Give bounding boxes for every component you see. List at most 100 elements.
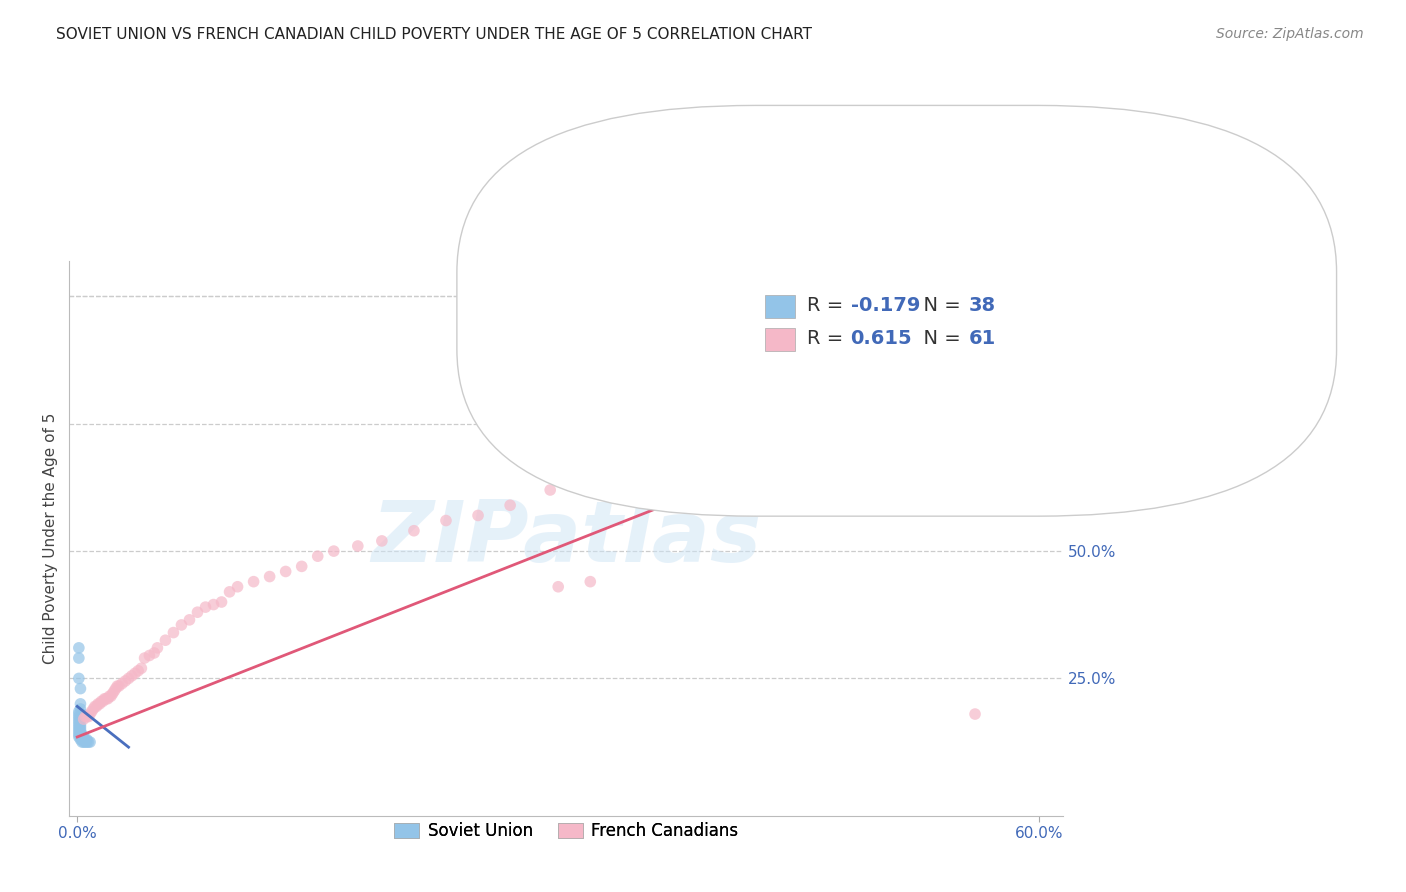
Point bbox=[67, 723, 90, 737]
Point bbox=[104, 681, 127, 696]
Text: 61: 61 bbox=[969, 329, 995, 348]
Text: R =: R = bbox=[807, 296, 849, 315]
Point bbox=[143, 646, 166, 660]
Point bbox=[307, 549, 329, 564]
Point bbox=[73, 732, 96, 747]
Point bbox=[67, 724, 90, 739]
Point bbox=[69, 702, 91, 716]
Point bbox=[77, 709, 100, 723]
Bar bbox=[765, 295, 794, 318]
Point bbox=[179, 613, 201, 627]
Point bbox=[67, 714, 90, 729]
Point bbox=[100, 690, 122, 704]
Point bbox=[675, 452, 697, 467]
Point bbox=[963, 707, 986, 722]
Point bbox=[131, 661, 153, 675]
Point bbox=[202, 598, 225, 612]
Text: Source: ZipAtlas.com: Source: ZipAtlas.com bbox=[1216, 27, 1364, 41]
Point bbox=[117, 672, 139, 686]
Point bbox=[69, 724, 91, 739]
Point bbox=[82, 702, 104, 716]
Point bbox=[259, 569, 281, 583]
Point bbox=[67, 712, 90, 726]
Point bbox=[67, 717, 90, 731]
Point bbox=[75, 735, 97, 749]
Point bbox=[162, 625, 184, 640]
Point bbox=[186, 605, 208, 619]
Point bbox=[138, 648, 160, 663]
Bar bbox=[765, 328, 794, 351]
Point bbox=[322, 544, 344, 558]
Point bbox=[94, 691, 117, 706]
Point bbox=[105, 679, 128, 693]
Text: SOVIET UNION VS FRENCH CANADIAN CHILD POVERTY UNDER THE AGE OF 5 CORRELATION CHA: SOVIET UNION VS FRENCH CANADIAN CHILD PO… bbox=[56, 27, 813, 42]
Point bbox=[67, 709, 90, 723]
Point bbox=[67, 651, 90, 665]
Point bbox=[69, 727, 91, 741]
Point bbox=[291, 559, 314, 574]
Point bbox=[97, 691, 120, 706]
Point bbox=[547, 580, 569, 594]
Point bbox=[67, 707, 90, 722]
Text: R =: R = bbox=[807, 329, 855, 348]
Point bbox=[467, 508, 489, 523]
Point bbox=[75, 709, 97, 723]
Point bbox=[402, 524, 425, 538]
Point bbox=[89, 697, 111, 711]
Point bbox=[75, 732, 97, 747]
Point bbox=[87, 697, 110, 711]
Point bbox=[579, 574, 602, 589]
Point bbox=[740, 396, 762, 410]
Point bbox=[67, 672, 90, 686]
Y-axis label: Child Poverty Under the Age of 5: Child Poverty Under the Age of 5 bbox=[44, 413, 58, 664]
Point bbox=[170, 618, 193, 632]
Point bbox=[226, 580, 249, 594]
Point bbox=[67, 727, 90, 741]
Point bbox=[803, 392, 825, 406]
Point bbox=[77, 735, 100, 749]
Text: N =: N = bbox=[911, 296, 967, 315]
Text: N =: N = bbox=[911, 329, 967, 348]
Point bbox=[70, 727, 93, 741]
FancyBboxPatch shape bbox=[457, 105, 1337, 516]
Point bbox=[627, 462, 650, 476]
Point bbox=[76, 709, 98, 723]
Point bbox=[101, 687, 124, 701]
Point bbox=[114, 673, 136, 688]
Point bbox=[73, 730, 96, 744]
Point bbox=[69, 723, 91, 737]
Legend: Soviet Union, French Canadians: Soviet Union, French Canadians bbox=[388, 815, 745, 847]
Point bbox=[70, 735, 93, 749]
Point bbox=[146, 640, 169, 655]
Point bbox=[70, 730, 93, 744]
Text: ZIPatlas: ZIPatlas bbox=[371, 497, 762, 580]
Point bbox=[274, 565, 297, 579]
Point bbox=[80, 705, 103, 719]
Text: -0.179: -0.179 bbox=[851, 296, 920, 315]
Point bbox=[155, 633, 177, 648]
Point bbox=[67, 640, 90, 655]
Point bbox=[67, 730, 90, 744]
Point bbox=[70, 732, 93, 747]
Point bbox=[76, 735, 98, 749]
Point bbox=[995, 335, 1018, 350]
Point bbox=[70, 707, 93, 722]
Point bbox=[69, 681, 91, 696]
Point bbox=[346, 539, 368, 553]
Text: 38: 38 bbox=[969, 296, 995, 315]
Point bbox=[69, 730, 91, 744]
Point bbox=[93, 691, 115, 706]
Point bbox=[67, 705, 90, 719]
Point bbox=[108, 679, 131, 693]
Point bbox=[242, 574, 264, 589]
Point bbox=[538, 483, 561, 497]
Point bbox=[103, 684, 125, 698]
Point bbox=[79, 735, 101, 749]
Point bbox=[69, 697, 91, 711]
Point bbox=[79, 707, 101, 722]
Point bbox=[124, 666, 146, 681]
Point bbox=[73, 735, 96, 749]
Point bbox=[134, 651, 156, 665]
Point bbox=[67, 720, 90, 734]
Point bbox=[121, 669, 143, 683]
